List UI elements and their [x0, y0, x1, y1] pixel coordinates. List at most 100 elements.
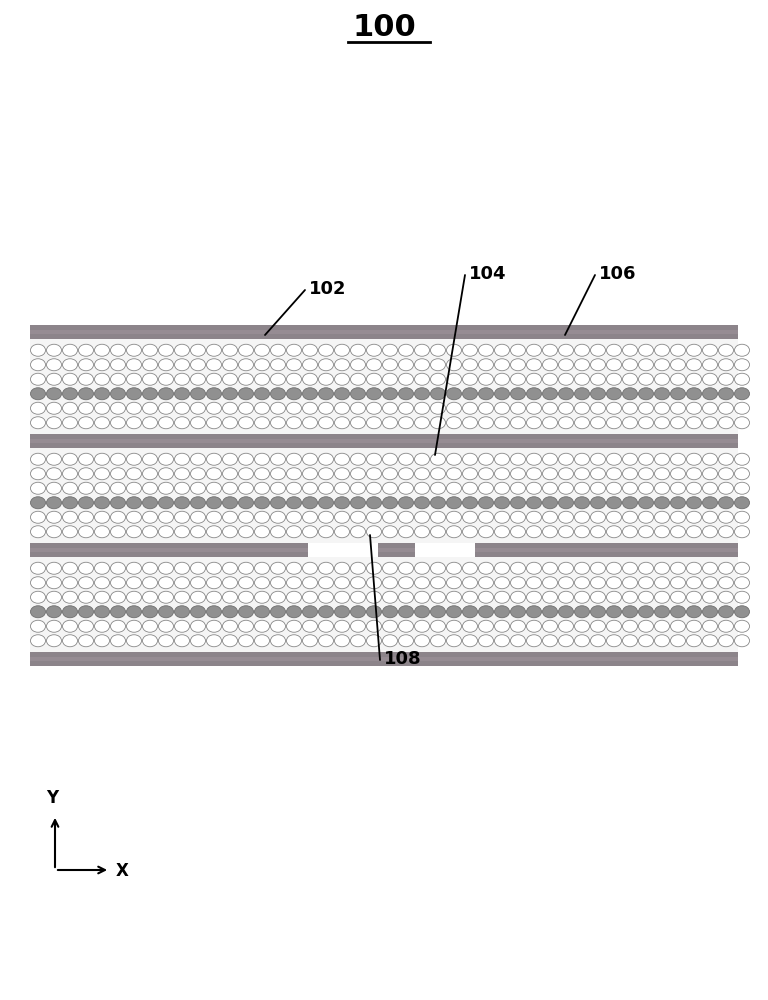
Ellipse shape — [719, 468, 733, 480]
Ellipse shape — [734, 562, 750, 574]
Ellipse shape — [511, 562, 525, 574]
Ellipse shape — [303, 468, 317, 480]
Ellipse shape — [303, 402, 317, 414]
Bar — [415, 543, 475, 557]
Bar — [30, 448, 738, 543]
Ellipse shape — [254, 606, 270, 618]
Ellipse shape — [78, 526, 94, 538]
Ellipse shape — [670, 453, 686, 465]
Bar — [30, 339, 738, 434]
Ellipse shape — [174, 468, 190, 480]
Ellipse shape — [254, 417, 270, 429]
Ellipse shape — [431, 359, 445, 371]
Ellipse shape — [431, 591, 445, 603]
Ellipse shape — [31, 635, 45, 647]
Ellipse shape — [94, 591, 110, 603]
Ellipse shape — [558, 453, 574, 465]
Ellipse shape — [638, 497, 654, 509]
Ellipse shape — [478, 373, 494, 385]
Ellipse shape — [286, 453, 302, 465]
Ellipse shape — [399, 373, 413, 385]
Ellipse shape — [143, 453, 157, 465]
Ellipse shape — [239, 453, 253, 465]
Ellipse shape — [623, 453, 637, 465]
Ellipse shape — [350, 562, 366, 574]
Ellipse shape — [638, 526, 654, 538]
Ellipse shape — [607, 417, 621, 429]
Ellipse shape — [335, 359, 349, 371]
Ellipse shape — [654, 344, 670, 356]
Ellipse shape — [415, 453, 429, 465]
Ellipse shape — [478, 635, 494, 647]
Ellipse shape — [127, 635, 141, 647]
Ellipse shape — [719, 497, 733, 509]
Ellipse shape — [670, 417, 686, 429]
Ellipse shape — [111, 606, 125, 618]
Ellipse shape — [335, 468, 349, 480]
Ellipse shape — [687, 497, 701, 509]
Ellipse shape — [511, 344, 525, 356]
Ellipse shape — [335, 635, 349, 647]
Ellipse shape — [207, 373, 221, 385]
Ellipse shape — [511, 526, 525, 538]
Ellipse shape — [607, 606, 621, 618]
Ellipse shape — [303, 359, 317, 371]
Ellipse shape — [527, 497, 541, 509]
Text: Y: Y — [46, 789, 58, 807]
Ellipse shape — [190, 344, 206, 356]
Text: 100: 100 — [352, 13, 416, 42]
Ellipse shape — [382, 482, 398, 494]
Ellipse shape — [591, 417, 605, 429]
Ellipse shape — [303, 577, 317, 589]
Ellipse shape — [303, 620, 317, 632]
Ellipse shape — [638, 577, 654, 589]
Ellipse shape — [734, 373, 750, 385]
Ellipse shape — [174, 620, 190, 632]
Ellipse shape — [558, 526, 574, 538]
Ellipse shape — [607, 511, 621, 523]
Ellipse shape — [303, 497, 317, 509]
Ellipse shape — [734, 511, 750, 523]
Ellipse shape — [366, 606, 382, 618]
Ellipse shape — [31, 373, 45, 385]
Ellipse shape — [670, 577, 686, 589]
Ellipse shape — [31, 359, 45, 371]
Ellipse shape — [462, 497, 478, 509]
Ellipse shape — [303, 511, 317, 523]
Ellipse shape — [223, 511, 237, 523]
Ellipse shape — [111, 577, 125, 589]
Ellipse shape — [270, 606, 286, 618]
Ellipse shape — [638, 468, 654, 480]
Ellipse shape — [623, 577, 637, 589]
Ellipse shape — [478, 402, 494, 414]
Ellipse shape — [254, 388, 270, 400]
Ellipse shape — [623, 482, 637, 494]
Bar — [30, 557, 738, 652]
Ellipse shape — [270, 497, 286, 509]
Ellipse shape — [382, 402, 398, 414]
Ellipse shape — [174, 344, 190, 356]
Ellipse shape — [223, 606, 237, 618]
Ellipse shape — [574, 417, 590, 429]
Ellipse shape — [335, 577, 349, 589]
Ellipse shape — [286, 620, 302, 632]
Ellipse shape — [254, 620, 270, 632]
Ellipse shape — [47, 562, 61, 574]
Ellipse shape — [478, 591, 494, 603]
Ellipse shape — [591, 526, 605, 538]
Ellipse shape — [654, 577, 670, 589]
Ellipse shape — [446, 453, 462, 465]
Ellipse shape — [495, 635, 509, 647]
Ellipse shape — [511, 577, 525, 589]
Ellipse shape — [78, 402, 94, 414]
Ellipse shape — [174, 373, 190, 385]
Ellipse shape — [638, 635, 654, 647]
Bar — [30, 543, 738, 557]
Ellipse shape — [239, 468, 253, 480]
Ellipse shape — [478, 497, 494, 509]
Ellipse shape — [207, 453, 221, 465]
Ellipse shape — [623, 359, 637, 371]
Ellipse shape — [174, 606, 190, 618]
Bar — [30, 543, 738, 557]
Ellipse shape — [31, 453, 45, 465]
